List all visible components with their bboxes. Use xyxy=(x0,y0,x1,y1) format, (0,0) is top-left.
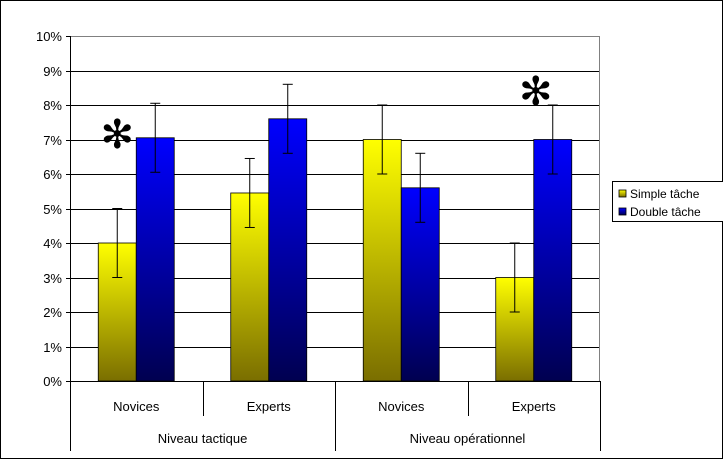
y-tick-label: 5% xyxy=(43,202,62,217)
bar xyxy=(268,118,308,382)
legend-box xyxy=(612,181,723,222)
y-tick-label: 8% xyxy=(43,98,62,113)
plot-area: 0% 1% 2% 3% 4% 5% 6% 7% 8% 9% 10% Novices Experts Nov… xyxy=(36,29,601,451)
bar xyxy=(533,139,573,382)
y-tick-label: 3% xyxy=(43,271,62,286)
category-label: Experts xyxy=(512,399,557,414)
bar xyxy=(362,139,402,382)
legend-swatch xyxy=(618,189,627,198)
y-tick-label: 10% xyxy=(36,29,62,44)
category-label: Novices xyxy=(378,399,425,414)
bar xyxy=(135,137,175,382)
y-tick-label: 4% xyxy=(43,236,62,251)
category-label: Novices xyxy=(113,399,160,414)
legend: Simple tâche Double tâche xyxy=(612,181,723,222)
group-label: Niveau tactique xyxy=(158,431,248,446)
y-tick-label: 1% xyxy=(43,340,62,355)
legend-label: Double tâche xyxy=(630,205,701,219)
y-tick-label: 2% xyxy=(43,305,62,320)
legend-label: Simple tâche xyxy=(630,187,700,201)
category-label: Experts xyxy=(247,399,292,414)
significance-star: ✻ xyxy=(100,112,134,158)
legend-swatch xyxy=(618,207,627,216)
group-label: Niveau opérationnel xyxy=(410,431,526,446)
y-tick-label: 9% xyxy=(43,64,62,79)
y-tick-label: 6% xyxy=(43,167,62,182)
significance-star: ✻ xyxy=(519,69,553,115)
y-tick-label: 0% xyxy=(43,374,62,389)
y-tick-label: 7% xyxy=(43,133,62,148)
